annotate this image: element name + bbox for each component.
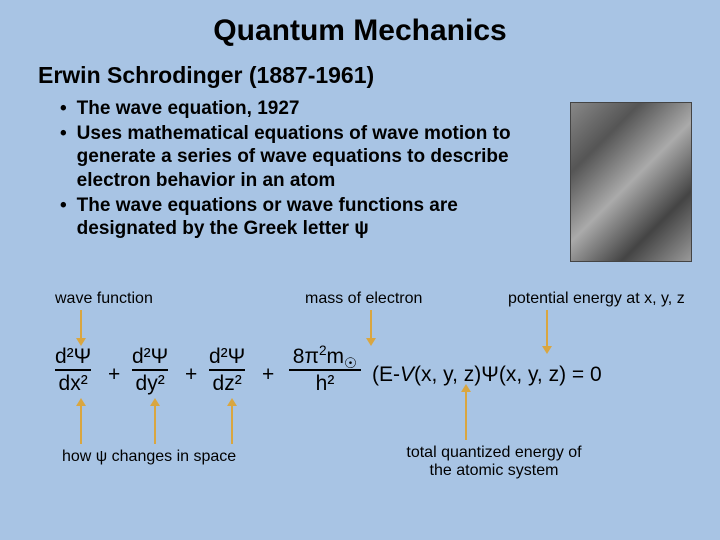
bullet-item: • The wave equations or wave functions a…: [60, 194, 555, 240]
eq-den: dx²: [55, 369, 91, 396]
arrow-icon: [546, 310, 548, 348]
eq-den: dy²: [132, 369, 168, 396]
eq-num: d²Ψ: [209, 345, 245, 369]
schrodinger-photo: [570, 102, 692, 262]
bullet-dot: •: [60, 97, 67, 120]
label-line1: total quantized energy of: [406, 444, 581, 461]
eq-frac-mass: 8π2m☉ h²: [289, 345, 361, 396]
eq-num: d²Ψ: [132, 345, 168, 369]
eq-plus: +: [262, 363, 274, 387]
arrow-icon: [231, 404, 233, 444]
eq-frac-dy: d²Ψ dy²: [132, 345, 168, 396]
label-total-energy: total quantized energy of the atomic sys…: [384, 444, 604, 480]
label-mass-electron: mass of electron: [305, 290, 422, 308]
label-how-changes: how ψ changes in space: [62, 448, 236, 466]
eq-num: d²Ψ: [55, 345, 91, 369]
label-potential-energy: potential energy at x, y, z: [508, 290, 685, 308]
eq-plus: +: [185, 363, 197, 387]
arrow-icon: [370, 310, 372, 340]
wave-equation: d²Ψ dx² + d²Ψ dy² + d²Ψ dz² + 8π2m☉ h² (…: [0, 345, 720, 405]
bullet-text: The wave equation, 1927: [77, 97, 300, 120]
bullet-text: The wave equations or wave functions are…: [77, 194, 555, 240]
slide-title: Quantum Mechanics: [0, 0, 720, 48]
bullet-dot: •: [60, 122, 67, 192]
eq-frac-dx: d²Ψ dx²: [55, 345, 91, 396]
bullet-list: • The wave equation, 1927 • Uses mathema…: [0, 95, 555, 240]
arrow-icon: [154, 404, 156, 444]
eq-plus: +: [108, 363, 120, 387]
eq-den: dz²: [209, 369, 245, 396]
slide-subtitle: Erwin Schrodinger (1887-1961): [0, 48, 720, 95]
arrow-icon: [80, 404, 82, 444]
eq-rhs: (E-V(x, y, z)Ψ(x, y, z) = 0: [372, 363, 602, 387]
label-line2: the atomic system: [430, 462, 559, 479]
bullet-item: • The wave equation, 1927: [60, 97, 555, 120]
bullet-item: • Uses mathematical equations of wave mo…: [60, 122, 555, 192]
eq-num: 8π2m☉: [289, 345, 361, 369]
bullet-dot: •: [60, 194, 67, 240]
label-wave-function: wave function: [55, 290, 153, 308]
eq-frac-dz: d²Ψ dz²: [209, 345, 245, 396]
bullet-text: Uses mathematical equations of wave moti…: [77, 122, 555, 192]
arrow-icon: [465, 390, 467, 440]
arrow-icon: [80, 310, 82, 340]
eq-den: h²: [289, 369, 361, 396]
